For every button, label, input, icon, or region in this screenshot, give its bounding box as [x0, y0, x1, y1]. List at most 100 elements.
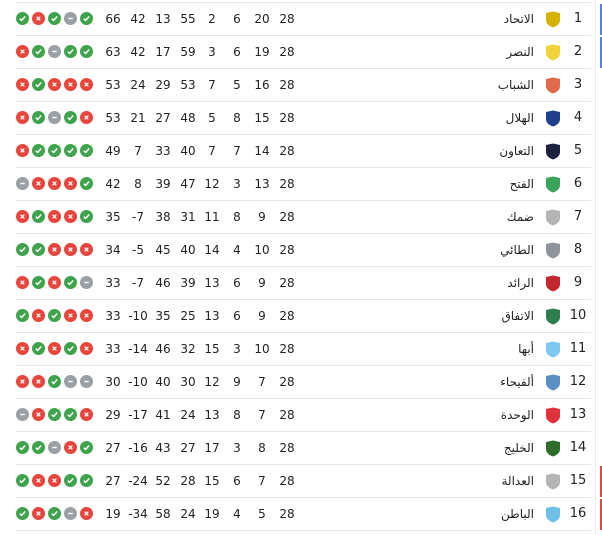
team-logo-icon: [546, 374, 560, 391]
table-row[interactable]: 27 -16 43 27 17 3 8 28 الخليج 14: [16, 432, 591, 465]
table-row[interactable]: 27 -24 52 28 15 6 7 28 العدالة 15: [16, 465, 602, 498]
played-cell: 28: [279, 507, 295, 521]
won-cell: 15: [254, 111, 270, 125]
rank: 11: [569, 341, 587, 356]
table-row[interactable]: 33 -14 46 32 15 3 10 28 أبها 11: [16, 333, 591, 366]
gf-cell: 27: [180, 441, 196, 455]
ga-cell: 38: [155, 210, 171, 224]
table-row[interactable]: 66 42 13 55 2 6 20 28 الاتحاد 1: [16, 2, 602, 36]
team-name[interactable]: الاتحاد: [503, 12, 534, 26]
table-row[interactable]: 53 21 27 48 5 8 15 28 الهلال 4: [16, 102, 591, 135]
rank: 16: [569, 506, 587, 521]
ga-cell: 46: [155, 276, 171, 290]
played-cell: 28: [279, 210, 295, 224]
table-row[interactable]: 53 24 29 53 7 5 16 28 الشباب 3: [16, 69, 591, 102]
won-cell: 7: [258, 408, 266, 422]
drawn-cell: 6: [233, 45, 241, 59]
form-win-icon: [64, 474, 77, 487]
table-row[interactable]: 35 -7 38 31 11 8 9 28 ضمك 7: [16, 201, 591, 234]
team-name[interactable]: التعاون: [499, 144, 534, 158]
form-loss-icon: [48, 474, 61, 487]
team-name[interactable]: العدالة: [501, 474, 534, 488]
lost-cell: 13: [204, 408, 220, 422]
team-logo-icon: [546, 209, 560, 226]
team-name[interactable]: الباطن: [501, 507, 534, 521]
table-row[interactable]: 29 -17 41 24 13 8 7 28 الوحدة 13: [16, 399, 591, 432]
gf-cell: 53: [180, 78, 196, 92]
drawn-cell: 4: [233, 507, 241, 521]
points-cell: 33: [105, 342, 121, 356]
table-row[interactable]: 49 7 33 40 7 7 14 28 التعاون 5: [16, 135, 591, 168]
team-name[interactable]: ضمك: [506, 210, 534, 224]
form-win-icon: [64, 408, 77, 421]
drawn-cell: 5: [233, 78, 241, 92]
team-name[interactable]: الوحدة: [500, 408, 534, 422]
points-cell: 34: [105, 243, 121, 257]
team-name[interactable]: الهلال: [505, 111, 534, 125]
form-win-icon: [16, 507, 29, 520]
gd-cell: -10: [128, 309, 148, 323]
table-row[interactable]: 19 -34 58 24 19 4 5 28 الباطن 16: [16, 498, 602, 531]
team-name[interactable]: النصر: [506, 45, 534, 59]
gd-cell: -14: [128, 342, 148, 356]
drawn-cell: 8: [233, 111, 241, 125]
table-row[interactable]: 33 -7 46 39 13 6 9 28 الرائد 9: [16, 267, 591, 300]
standings-table: 66 42 13 55 2 6 20 28 الاتحاد 1 63 42 17 59 3 6 19 28 النص…: [16, 2, 602, 531]
form-loss-icon: [48, 210, 61, 223]
form-loss-icon: [16, 375, 29, 388]
played-cell: 28: [279, 375, 295, 389]
gf-cell: 28: [180, 474, 196, 488]
drawn-cell: 6: [233, 12, 241, 26]
rank: 13: [569, 407, 587, 422]
team-name[interactable]: الطائي: [500, 243, 534, 257]
form-win-icon: [48, 309, 61, 322]
rank: 10: [569, 308, 587, 323]
form-draw-icon: [80, 276, 93, 289]
gf-cell: 24: [180, 408, 196, 422]
scrollbar-track[interactable]: [595, 0, 596, 535]
played-cell: 28: [279, 78, 295, 92]
gf-cell: 55: [180, 12, 196, 26]
won-cell: 10: [254, 342, 270, 356]
won-cell: 19: [254, 45, 270, 59]
rank: 1: [573, 11, 583, 26]
team-name[interactable]: الفتح: [509, 177, 534, 191]
team-name[interactable]: أبها: [518, 342, 534, 356]
table-row[interactable]: 30 -10 40 30 12 9 7 28 ألفيحاء 12: [16, 366, 591, 399]
team-logo-icon: [546, 77, 560, 94]
form-win-icon: [48, 507, 61, 520]
form-loss-icon: [16, 342, 29, 355]
table-row[interactable]: 33 -10 35 25 13 6 9 28 الاتفاق 10: [16, 300, 591, 333]
table-row[interactable]: 42 8 39 47 12 3 13 28 الفتح 6: [16, 168, 591, 201]
team-name[interactable]: ألفيحاء: [500, 375, 534, 389]
gd-cell: 21: [130, 111, 146, 125]
team-name[interactable]: الخليج: [503, 441, 534, 455]
form-win-icon: [16, 441, 29, 454]
form-loss-icon: [80, 309, 93, 322]
team-name[interactable]: الاتفاق: [501, 309, 534, 323]
form-guide: [16, 276, 93, 289]
lost-cell: 11: [204, 210, 220, 224]
table-row[interactable]: 63 42 17 59 3 6 19 28 النصر 2: [16, 36, 602, 69]
lost-cell: 5: [208, 111, 216, 125]
form-loss-icon: [80, 408, 93, 421]
drawn-cell: 3: [233, 342, 241, 356]
gd-cell: -10: [128, 375, 148, 389]
form-win-icon: [80, 177, 93, 190]
table-row[interactable]: 34 -5 45 40 14 4 10 28 الطائي 8: [16, 234, 591, 267]
team-logo-icon: [546, 275, 560, 292]
gd-cell: 24: [130, 78, 146, 92]
form-loss-icon: [80, 111, 93, 124]
form-loss-icon: [32, 177, 45, 190]
team-name[interactable]: الرائد: [507, 276, 534, 290]
won-cell: 16: [254, 78, 270, 92]
team-name[interactable]: الشباب: [497, 78, 534, 92]
gf-cell: 25: [180, 309, 196, 323]
form-loss-icon: [16, 45, 29, 58]
lost-cell: 17: [204, 441, 220, 455]
form-loss-icon: [64, 309, 77, 322]
form-win-icon: [16, 474, 29, 487]
team-logo-icon: [546, 44, 560, 61]
ga-cell: 45: [155, 243, 171, 257]
played-cell: 28: [279, 309, 295, 323]
